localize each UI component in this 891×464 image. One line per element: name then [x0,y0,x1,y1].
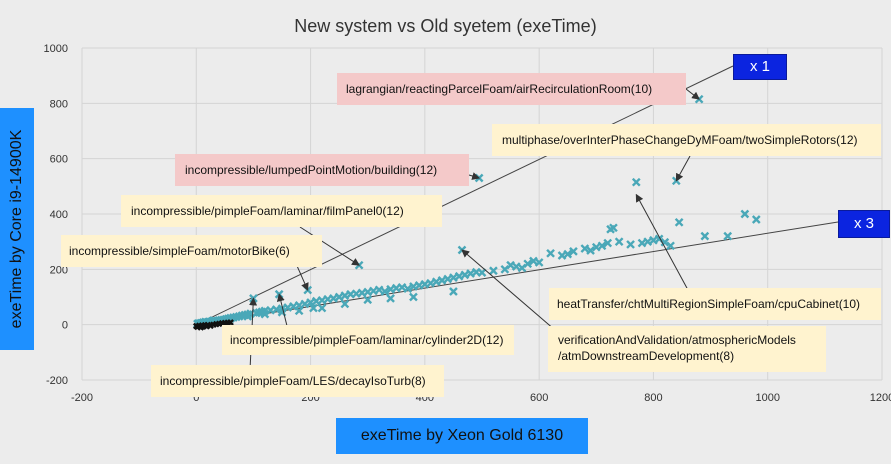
data-point [443,274,453,284]
data-point [666,241,675,251]
y-tick-label: 0 [62,320,68,332]
data-point [409,292,418,302]
data-point [260,309,270,319]
data-point [529,256,538,266]
data-point [294,306,304,316]
annotation-leader [685,88,700,100]
x-tick-label: 1000 [755,392,779,404]
data-point [723,231,733,241]
annotation-label: incompressible/simpleFoam/motorBike(6) [61,235,322,267]
data-point [506,260,515,270]
data-point [534,258,544,267]
data-point [597,241,607,251]
data-point [511,262,521,271]
y-tick-label: 800 [50,98,68,110]
x-tick-label: 600 [530,392,548,404]
y-tick-label: 1000 [44,43,68,55]
data-point [569,247,578,256]
data-point [460,270,470,280]
data-point [626,240,635,249]
data-point [449,273,458,282]
data-point [546,248,555,258]
data-point [489,266,498,276]
data-point [397,282,407,292]
annotation-label: verificationAndValidation/atmosphericMod… [548,326,826,372]
annotation-label: incompressible/lumpedPointMotion/buildin… [175,154,469,186]
annotation-label: incompressible/pimpleFoam/laminar/cylind… [222,325,514,355]
ratio-label-x3: x 3 [838,210,890,238]
data-point [557,251,567,260]
annotation-leaders [249,88,700,371]
data-point [386,294,395,303]
reference-line-x1 [196,65,734,326]
annotation-leader [675,155,691,182]
data-point-dark [227,319,234,326]
x-tick-label: 0 [193,392,199,404]
data-point [609,223,618,233]
data-point [586,246,595,255]
data-point [340,291,350,300]
data-point [403,284,413,294]
data-point [437,276,447,285]
annotation-label: heatTransfer/chtMultiRegionSimpleFoam/cp… [549,288,881,320]
x-axis-label: exeTime by Xeon Gold 6130 [336,418,588,454]
y-axis-label: exeTime by Core i9-14900K [0,108,34,350]
data-point [454,271,464,281]
annotation-leader [299,226,360,266]
data-point [243,312,253,321]
data-point [477,268,487,278]
data-point [700,231,710,241]
x-tick-label: -200 [71,392,93,404]
data-point [660,237,670,247]
tick-labels: -200020040060080010001200-20002004006008… [44,43,891,404]
data-point [334,292,344,302]
x-tick-label: 800 [644,392,662,404]
data-point [631,177,641,187]
data-point [637,238,647,248]
data-point [374,285,384,295]
data-point [309,303,318,313]
y-tick-label: -200 [46,375,68,387]
annotation-label: lagrangian/reactingParcelFoam/airRecircu… [337,73,686,105]
annotation-label: multiphase/overInterPhaseChangeDyMFoam/t… [492,124,881,156]
data-point [603,238,613,248]
data-point [300,299,310,309]
data-point [563,249,573,259]
data-point [317,303,327,313]
data-point [306,298,315,307]
y-axis-label-text: exeTime by Core i9-14900K [8,129,25,329]
data-point [329,294,338,303]
data-point [751,215,761,224]
y-tick-label: 200 [50,264,68,276]
data-point [340,299,350,309]
data-point [740,209,750,219]
y-tick-label: 600 [50,154,68,166]
data-point [380,287,390,296]
annotation-label: incompressible/pimpleFoam/laminar/filmPa… [121,195,442,227]
annotation-leader [468,172,481,180]
data-point [523,259,533,269]
data-point [591,242,601,252]
data-point [674,217,684,227]
data-point [649,235,658,245]
data-point [614,237,624,247]
data-point [431,277,441,287]
data-point [426,278,435,288]
annotation-leader [461,249,556,331]
data-point [363,295,373,305]
data-point [580,244,590,253]
data-point [466,269,475,278]
ratio-label-x1: x 1 [733,54,787,80]
data-point [643,237,653,247]
x-tick-label: 1200 [870,392,891,404]
y-tick-label: 400 [50,209,68,221]
annotation-leader [635,193,689,291]
data-point [449,287,458,296]
annotation-label: incompressible/pimpleFoam/LES/decayIsoTu… [151,365,444,397]
chart-title: New system vs Old syetem (exeTime) [294,16,597,36]
